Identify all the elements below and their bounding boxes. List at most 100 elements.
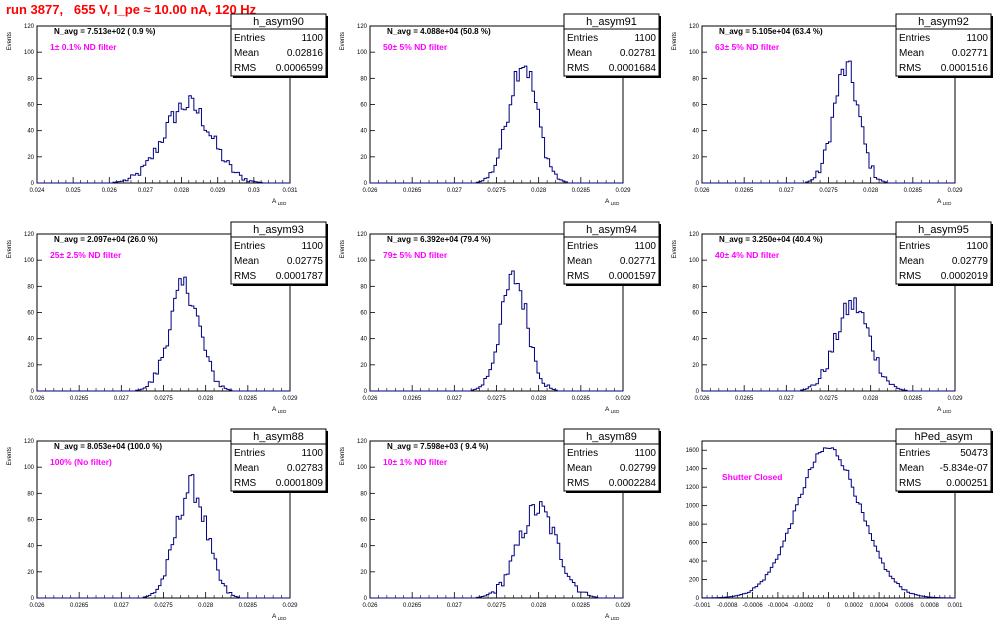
x-tick-label: 0.026 <box>29 603 45 609</box>
x-tick-label: 0.0285 <box>572 396 591 402</box>
stats-key: Mean <box>234 48 259 59</box>
stats-box-shadow <box>659 431 661 493</box>
y-tick-label: 0 <box>364 596 368 602</box>
stats-value: 0.0001684 <box>609 63 657 74</box>
y-tick-label: 40 <box>692 129 699 135</box>
x-tick-label: -0.0004 <box>768 603 789 609</box>
y-axis-label: Events <box>340 240 346 258</box>
histogram-name: h_asym91 <box>586 16 637 28</box>
x-tick-label: -0.0008 <box>717 603 738 609</box>
filter-label: 100% (No filter) <box>50 457 112 467</box>
x-tick-label: -0.0002 <box>793 603 814 609</box>
x-tick-label: 0.0265 <box>70 396 89 402</box>
histogram-name: h_asym88 <box>253 431 304 443</box>
x-tick-label: 0.026 <box>694 188 710 194</box>
stats-value: 0.02799 <box>620 463 657 474</box>
x-tick-label: 0.0285 <box>572 603 591 609</box>
x-tick-label: 0.027 <box>447 603 463 609</box>
stats-key: Entries <box>567 33 598 44</box>
stats-key: RMS <box>899 478 922 489</box>
y-tick-label: 100 <box>689 50 700 56</box>
stats-value: 0.0001597 <box>609 271 657 282</box>
stats-value: 0.0001787 <box>276 271 324 282</box>
x-tick-label: 0.028 <box>531 603 547 609</box>
y-tick-label: 80 <box>360 491 367 497</box>
filter-label: 63± 5% ND filter <box>715 42 780 52</box>
x-tick-label: 0.0275 <box>154 603 173 609</box>
y-tick-label: 120 <box>357 439 368 445</box>
histogram-name: h_asym92 <box>918 16 969 28</box>
y-axis-label: Events <box>340 447 346 465</box>
y-tick-label: 1600 <box>686 448 700 454</box>
x-axis-label: A LED <box>605 198 620 206</box>
x-tick-label: 0.03 <box>248 188 260 194</box>
y-tick-label: 400 <box>689 559 700 565</box>
y-tick-label: 40 <box>27 129 34 135</box>
stats-box-shadow <box>659 224 661 286</box>
stats-box-shadow <box>566 284 660 286</box>
filter-label: 79± 5% ND filter <box>383 250 448 260</box>
x-tick-label: 0.027 <box>779 188 795 194</box>
y-tick-label: 100 <box>24 50 35 56</box>
y-tick-label: 1000 <box>686 504 700 510</box>
stats-box-shadow <box>991 16 993 78</box>
x-axis-label: A LED <box>272 198 287 206</box>
x-tick-label: 0.026 <box>362 188 378 194</box>
x-tick-label: 0.026 <box>694 396 710 402</box>
x-axis-label: A LED <box>272 406 287 414</box>
y-tick-label: 1400 <box>686 467 700 473</box>
x-tick-label: 0.0285 <box>239 396 258 402</box>
y-tick-label: 120 <box>689 232 700 238</box>
histogram-name: h_asym93 <box>253 224 304 236</box>
x-tick-label: 0.027 <box>138 188 154 194</box>
stats-value: 1100 <box>634 448 656 459</box>
x-tick-label: 0.029 <box>282 603 298 609</box>
stats-key: Mean <box>899 256 924 267</box>
histogram-name: h_asym95 <box>918 224 969 236</box>
histogram-series <box>37 474 290 599</box>
x-tick-label: 0.029 <box>615 188 631 194</box>
x-tick-label: 0.029 <box>210 188 226 194</box>
stats-box-shadow <box>991 224 993 286</box>
stats-value: 0.02779 <box>952 256 989 267</box>
y-tick-label: 80 <box>360 284 367 290</box>
y-tick-label: 20 <box>360 155 367 161</box>
x-tick-label: 0.028 <box>531 396 547 402</box>
navg-label: N_avg = 7.598e+03 ( 9.4 %) <box>387 442 489 451</box>
y-axis-label: Events <box>7 447 13 465</box>
stats-box <box>895 221 992 285</box>
stats-key: Entries <box>567 448 598 459</box>
x-tick-label: 0.027 <box>114 396 130 402</box>
x-tick-label: 0.028 <box>531 188 547 194</box>
y-tick-label: 80 <box>360 76 367 82</box>
y-tick-label: 60 <box>360 311 367 317</box>
stats-key: Entries <box>567 241 598 252</box>
x-tick-label: 0.028 <box>174 188 190 194</box>
stats-value: 0.0001516 <box>941 63 989 74</box>
stats-key: Entries <box>234 241 265 252</box>
stats-key: RMS <box>899 271 922 282</box>
y-tick-label: 0 <box>31 389 35 395</box>
histogram-name: h_asym89 <box>586 431 637 443</box>
stats-key: Entries <box>899 33 930 44</box>
x-tick-label: 0.0265 <box>403 603 422 609</box>
x-tick-label: 0.027 <box>779 396 795 402</box>
y-tick-label: 80 <box>27 76 34 82</box>
y-tick-label: 20 <box>27 363 34 369</box>
stats-key: Entries <box>234 448 265 459</box>
stats-value: 1100 <box>301 33 323 44</box>
x-tick-label: 0.029 <box>615 603 631 609</box>
y-tick-label: 60 <box>27 311 34 317</box>
stats-box-shadow <box>233 76 327 78</box>
stats-key: Mean <box>567 48 592 59</box>
stats-key: Mean <box>567 463 592 474</box>
y-tick-label: 80 <box>692 284 699 290</box>
histogram-name: h_asym94 <box>586 224 637 236</box>
y-tick-label: 120 <box>689 24 700 30</box>
x-tick-label: 0.025 <box>66 188 82 194</box>
x-tick-label: 0.029 <box>947 188 963 194</box>
stats-key: RMS <box>567 63 590 74</box>
x-tick-label: 0.026 <box>362 603 378 609</box>
x-axis-label: A LED <box>605 406 620 414</box>
y-tick-label: 40 <box>360 544 367 550</box>
